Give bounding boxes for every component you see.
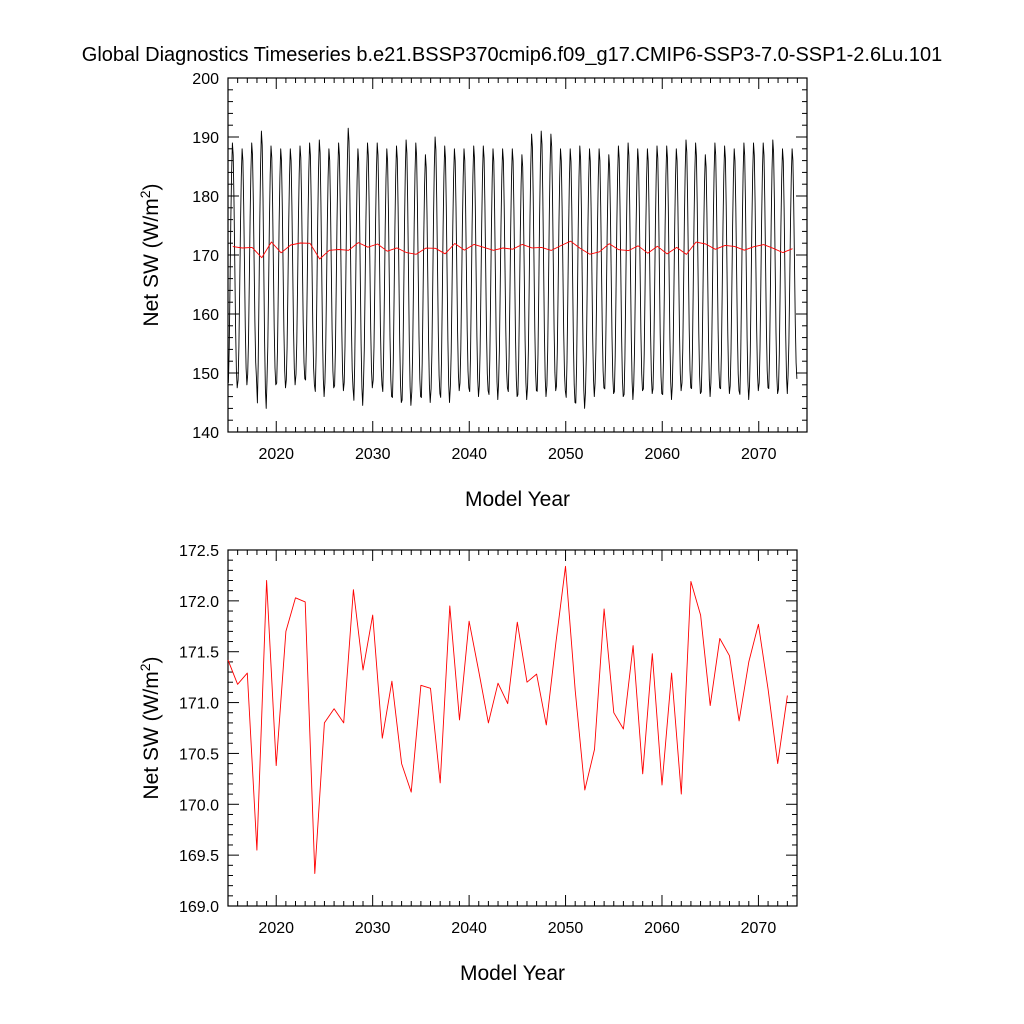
y-axis-label: Net SW (W/m2) xyxy=(137,183,163,326)
chart-title: Global Diagnostics Timeseries b.e21.BSSP… xyxy=(82,44,942,66)
x-tick-label: 2040 xyxy=(451,920,487,937)
plot-frame xyxy=(227,549,798,907)
series-line-annual-mean xyxy=(232,240,793,260)
y-tick-label: 169.0 xyxy=(179,899,219,916)
x-axis-label: Model Year xyxy=(460,962,565,985)
y-tick-label: 140 xyxy=(192,425,219,442)
y-tick-label: 170.5 xyxy=(179,746,219,763)
y-tick-label: 169.5 xyxy=(179,848,219,865)
y-tick-label: 190 xyxy=(192,130,219,147)
x-tick-label: 2030 xyxy=(355,920,391,937)
y-tick-label: 160 xyxy=(192,307,219,324)
y-tick-label: 200 xyxy=(192,71,219,88)
y-tick-label: 171.0 xyxy=(179,696,219,713)
y-tick-label: 172.0 xyxy=(179,594,219,611)
x-tick-label: 2050 xyxy=(548,920,584,937)
series-line-annual-mean xyxy=(227,565,788,874)
y-tick-label: 171.5 xyxy=(179,645,219,662)
y-tick-label: 172.5 xyxy=(179,543,219,560)
y-tick-label: 170 xyxy=(192,248,219,265)
top-panel: 2020 2030 2040 2050 2060 2070 140 150 160 170 180 1… xyxy=(137,71,808,511)
x-tick-label: 2030 xyxy=(355,446,391,463)
x-tick-label: 2070 xyxy=(741,920,777,937)
y-tick-label: 170.0 xyxy=(179,797,219,814)
y-axis-label: Net SW (W/m2) xyxy=(137,656,163,799)
x-tick-label: 2050 xyxy=(548,446,584,463)
x-tick-label: 2040 xyxy=(451,446,487,463)
x-tick-label: 2020 xyxy=(258,446,294,463)
x-axis-label: Model Year xyxy=(465,488,570,511)
y-tick-label: 180 xyxy=(192,189,219,206)
x-tick-label: 2070 xyxy=(741,446,777,463)
x-tick-label: 2060 xyxy=(644,446,680,463)
y-tick-label: 150 xyxy=(192,366,219,383)
bottom-panel: 2020 2030 2040 2050 2060 2070 169.0 169.5 170.0 1… xyxy=(137,543,798,985)
series-line-monthly xyxy=(227,127,798,409)
x-tick-label: 2020 xyxy=(258,920,294,937)
x-tick-label: 2060 xyxy=(644,920,680,937)
